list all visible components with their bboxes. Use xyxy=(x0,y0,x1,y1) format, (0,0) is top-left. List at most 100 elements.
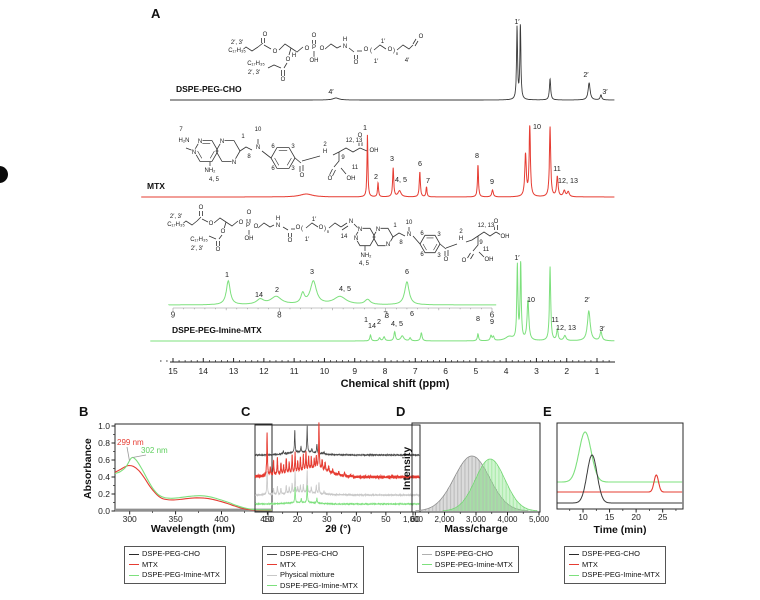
peak-label: 8 xyxy=(475,151,479,160)
peak-label: 10 xyxy=(533,122,541,131)
axis-title-absorbance: Absorbance xyxy=(82,438,94,499)
xrd-trace-1 xyxy=(254,422,420,481)
page-marker-dot xyxy=(0,166,8,183)
bond xyxy=(439,243,447,250)
peak-label: 6 xyxy=(418,159,422,168)
atom-label: 2′, 3′ xyxy=(191,246,204,252)
legend-swatch xyxy=(267,585,277,587)
atom-label: 12, 13 xyxy=(346,138,363,144)
atom-label: 2′, 3′ xyxy=(231,40,244,46)
atom-label: O xyxy=(320,46,325,52)
atom-label: 3 xyxy=(291,144,295,150)
peak-label: 9 xyxy=(490,317,494,326)
atom-label: N xyxy=(198,139,202,145)
atom-label: H xyxy=(323,149,327,155)
bond xyxy=(328,222,342,229)
tick-label: 1 xyxy=(595,366,600,376)
atom-label: 10 xyxy=(406,220,413,226)
legend-swatch xyxy=(422,564,432,566)
tick-label: 300 xyxy=(123,514,137,524)
tick-label: 9 xyxy=(352,366,357,376)
bond xyxy=(471,235,479,241)
atom-label: O xyxy=(354,60,359,66)
bond xyxy=(392,232,406,238)
legend-d: DSPE-PEG-CHO DSPE-PEG-Imine-MTX xyxy=(417,546,519,573)
ring-inner xyxy=(422,237,438,251)
bond xyxy=(329,168,333,176)
bond xyxy=(478,251,485,258)
panel-d-plot: 1,000 2,000 3,000 4,000 5,000 xyxy=(403,422,550,524)
atom-label: 10 xyxy=(255,127,262,133)
peak-label: 14 xyxy=(255,290,263,299)
bond xyxy=(218,234,223,240)
atom-label: N xyxy=(358,227,362,233)
peak-label: 2′ xyxy=(584,295,590,304)
bond xyxy=(333,152,340,168)
tick-label: 10 xyxy=(578,512,588,522)
atom-label: N xyxy=(376,227,380,233)
atom-label: O xyxy=(263,32,268,38)
atom-label: 6 xyxy=(420,252,424,258)
annotation-label: 302 nm xyxy=(141,446,168,455)
chromatogram-trace-1 xyxy=(557,474,683,493)
panel-c-label: C xyxy=(241,404,251,419)
atom-label: O xyxy=(419,34,424,40)
atom-label: C₁₇H₃₅ xyxy=(167,222,185,228)
atom-label: 1′ xyxy=(305,237,310,243)
plot-box xyxy=(254,424,421,513)
atom-label: 1 xyxy=(241,134,245,140)
atom-label: O xyxy=(273,49,278,55)
atom-label: O xyxy=(254,224,259,230)
legend-label: DSPE-PEG-CHO xyxy=(280,549,338,558)
atom-label: 4, 5 xyxy=(359,261,370,267)
atom-label: O xyxy=(328,176,333,182)
peak-label: 6 xyxy=(410,309,414,318)
atom-label: C₁₇H₃₅ xyxy=(228,48,246,54)
atom-label: 3 xyxy=(291,166,295,172)
atom-label: ) xyxy=(393,48,395,54)
atom-label: N xyxy=(349,219,353,225)
legend-item: MTX xyxy=(569,560,660,571)
bond xyxy=(290,46,304,53)
ms-envelope-1 xyxy=(442,458,538,512)
nmr-spectrum-dspe-peg-cho xyxy=(170,24,615,101)
peak-label: 2 xyxy=(374,172,378,181)
atom-label: ) xyxy=(324,226,326,232)
ring xyxy=(193,140,296,169)
legend-swatch xyxy=(129,564,139,566)
axis-title-chemical-shift: Chemical shift (ppm) xyxy=(340,378,450,390)
xrd-trace-3 xyxy=(255,485,420,506)
bond xyxy=(341,225,349,231)
atom-label: N xyxy=(220,139,224,145)
bond xyxy=(239,146,253,152)
bond xyxy=(472,236,479,252)
atom-label: 4′ xyxy=(405,58,410,64)
legend-item: Physical mixture xyxy=(267,570,358,581)
bond xyxy=(213,217,227,224)
bond xyxy=(412,235,421,245)
atom-label: N xyxy=(343,44,347,50)
compound-label-dspe-peg-imine-mtx: DSPE-PEG-Imine-MTX xyxy=(172,325,262,335)
ring-inner xyxy=(197,143,292,166)
atom-label: n xyxy=(396,51,399,56)
legend-swatch xyxy=(129,553,139,555)
peak-label: 1 xyxy=(363,123,367,132)
atom-label: O xyxy=(319,225,324,231)
bond xyxy=(305,222,319,229)
chromatogram-trace-0 xyxy=(557,431,683,483)
peak-label: 2 xyxy=(275,285,279,294)
peak-label: 1′ xyxy=(514,17,520,26)
atom-label: H xyxy=(459,236,463,242)
atom-label: O xyxy=(296,225,301,231)
atom-label: N xyxy=(192,150,196,156)
bond xyxy=(324,43,342,50)
atom-label: 3 xyxy=(437,232,441,238)
legend-swatch xyxy=(569,574,579,576)
panel-c-plot: 10 20 30 40 50 60 xyxy=(254,422,421,524)
peak-label: 10 xyxy=(527,295,535,304)
bond xyxy=(185,147,195,152)
bond xyxy=(208,235,217,240)
atom-label: H xyxy=(343,37,347,43)
